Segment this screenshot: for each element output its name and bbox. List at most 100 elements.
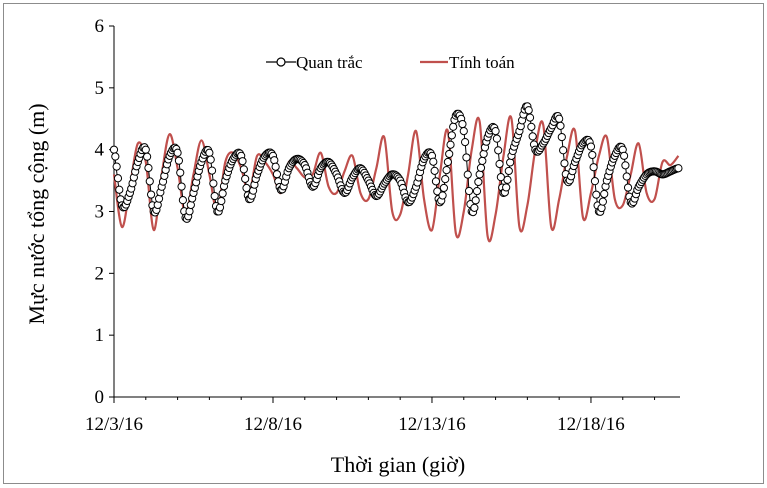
observed-point (478, 156, 487, 165)
observed-point (447, 131, 456, 140)
observed-point (462, 153, 471, 162)
observed-point (449, 122, 458, 131)
observed-point (464, 186, 474, 196)
observed-point (438, 191, 447, 200)
observed-point (177, 182, 186, 191)
observed-point (556, 121, 565, 130)
observed-point (592, 190, 601, 199)
observed-point (559, 146, 568, 155)
observed-point (525, 113, 535, 122)
observed-point (271, 162, 280, 171)
legend-marker-observed (276, 57, 286, 67)
observed-point (470, 203, 479, 212)
y-tick-label: 4 (95, 140, 105, 161)
observed-point (217, 196, 226, 206)
observed-point (141, 145, 150, 154)
x-tick-label: 12/8/16 (244, 414, 302, 435)
y-axis-title: Mực nước tổng cộng (m) (24, 103, 49, 324)
observed-point (145, 177, 154, 186)
observed-point (491, 127, 500, 136)
observed-point (113, 174, 123, 183)
legend-label-computed: Tính toán (449, 53, 515, 72)
observed-point (442, 165, 451, 175)
observed-point (210, 191, 219, 201)
observed-point (112, 162, 121, 171)
x-tick-label: 12/18/16 (557, 414, 625, 435)
series-observed (109, 102, 683, 223)
observed-point (173, 148, 182, 157)
observed-point (474, 177, 483, 187)
observed-point (429, 157, 438, 166)
observed-point (588, 150, 597, 160)
observed-point (674, 164, 683, 173)
observed-point (557, 132, 566, 142)
observed-point (206, 155, 215, 164)
observed-point (503, 175, 512, 184)
observed-point (600, 189, 609, 199)
observed-point (471, 196, 480, 205)
observed-point (178, 196, 187, 205)
legend-label-observed: Quan trắc (296, 53, 363, 72)
observed-point (524, 106, 533, 115)
observed-point (504, 166, 513, 176)
y-tick-label: 3 (95, 202, 105, 223)
observed-point (239, 165, 248, 174)
observed-point (590, 177, 600, 186)
observed-point (475, 170, 484, 179)
observed-point (186, 200, 195, 210)
observed-point (433, 187, 442, 196)
observed-point (176, 168, 185, 177)
observed-point (458, 119, 467, 129)
observed-point (621, 161, 630, 170)
observed-point (144, 163, 153, 173)
y-tick-label: 2 (95, 263, 105, 284)
observed-point (443, 157, 452, 167)
observed-point (174, 156, 184, 165)
observed-point (472, 187, 482, 196)
observed-point (241, 174, 250, 183)
observed-point (496, 173, 505, 182)
observed-point (479, 149, 488, 159)
observed-point (528, 132, 537, 141)
x-tick-label: 12/3/16 (85, 414, 143, 435)
observed-point (459, 127, 468, 136)
observed-point (623, 183, 633, 192)
x-tick-label: 12/13/16 (398, 414, 466, 435)
observed-point (506, 158, 515, 167)
observed-point (622, 172, 631, 181)
observed-point (147, 190, 156, 199)
observed-point (111, 152, 120, 161)
observed-point (445, 149, 454, 159)
observed-point (527, 122, 536, 131)
observed-point (461, 138, 470, 147)
observed-point (586, 142, 596, 151)
chart-frame: 0 1 2 3 4 5 6 12/3/16 12/8/16 12/13/16 12/18/16 Qu… (3, 3, 764, 484)
series-line-computed (112, 115, 680, 243)
observed-point (207, 166, 217, 175)
y-tick-label: 1 (95, 325, 105, 346)
observed-point (492, 134, 501, 143)
observed-point (560, 159, 569, 168)
y-tick-label: 6 (95, 16, 105, 37)
observed-point (598, 197, 607, 206)
observed-point (238, 157, 247, 166)
observed-point (463, 170, 472, 179)
observed-point (218, 189, 227, 198)
legend: Quan trắc Tính toán (266, 53, 515, 72)
observed-point (476, 163, 486, 172)
observed-point (502, 183, 511, 192)
series-computed (112, 115, 680, 243)
observed-point (115, 185, 124, 194)
observed-point (209, 179, 218, 188)
observed-point (431, 177, 441, 186)
observed-point (430, 166, 439, 175)
chart-canvas: 0 1 2 3 4 5 6 12/3/16 12/8/16 12/13/16 12/18/16 Qu… (24, 16, 683, 477)
observed-point (109, 145, 119, 154)
axes: 0 1 2 3 4 5 6 12/3/16 12/8/16 12/13/16 12/18/16 (85, 16, 680, 435)
observed-point (555, 114, 564, 123)
y-tick-label: 0 (95, 387, 105, 408)
x-axis-title: Thời gian (giờ) (331, 452, 465, 477)
observed-point (439, 183, 448, 193)
observed-point (494, 146, 503, 155)
observed-point (272, 170, 282, 179)
